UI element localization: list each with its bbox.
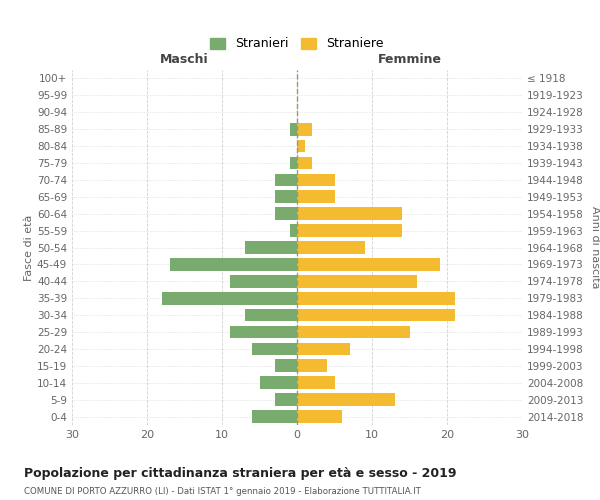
- Bar: [290, 123, 297, 136]
- Bar: [297, 275, 417, 287]
- Bar: [245, 241, 297, 254]
- Bar: [297, 376, 335, 389]
- Text: COMUNE DI PORTO AZZURRO (LI) - Dati ISTAT 1° gennaio 2019 - Elaborazione TUTTITA: COMUNE DI PORTO AZZURRO (LI) - Dati ISTA…: [24, 488, 421, 496]
- Bar: [297, 156, 312, 170]
- Bar: [252, 342, 297, 355]
- Bar: [275, 190, 297, 203]
- Bar: [297, 394, 395, 406]
- Bar: [297, 140, 305, 152]
- Bar: [162, 292, 297, 304]
- Bar: [297, 292, 455, 304]
- Bar: [275, 174, 297, 186]
- Bar: [297, 258, 439, 270]
- Legend: Stranieri, Straniere: Stranieri, Straniere: [206, 34, 388, 54]
- Y-axis label: Anni di nascita: Anni di nascita: [590, 206, 600, 289]
- Bar: [297, 190, 335, 203]
- Bar: [297, 174, 335, 186]
- Bar: [297, 326, 409, 338]
- Bar: [297, 241, 365, 254]
- Bar: [275, 394, 297, 406]
- Text: Popolazione per cittadinanza straniera per età e sesso - 2019: Popolazione per cittadinanza straniera p…: [24, 468, 457, 480]
- Text: Maschi: Maschi: [160, 54, 209, 66]
- Bar: [170, 258, 297, 270]
- Bar: [290, 156, 297, 170]
- Bar: [229, 275, 297, 287]
- Bar: [252, 410, 297, 423]
- Bar: [229, 326, 297, 338]
- Bar: [297, 410, 342, 423]
- Bar: [297, 309, 455, 322]
- Bar: [245, 309, 297, 322]
- Bar: [297, 208, 402, 220]
- Bar: [290, 224, 297, 237]
- Bar: [275, 208, 297, 220]
- Bar: [297, 123, 312, 136]
- Bar: [297, 342, 349, 355]
- Text: Femmine: Femmine: [377, 54, 442, 66]
- Y-axis label: Fasce di età: Fasce di età: [24, 214, 34, 280]
- Bar: [260, 376, 297, 389]
- Bar: [297, 224, 402, 237]
- Bar: [275, 360, 297, 372]
- Bar: [297, 360, 327, 372]
